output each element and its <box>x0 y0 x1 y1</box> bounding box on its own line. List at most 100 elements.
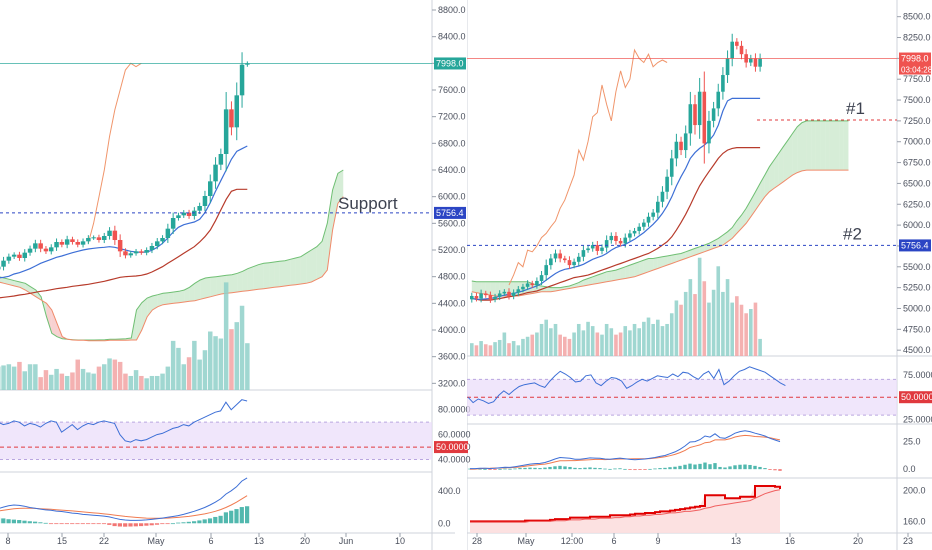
candle-body <box>80 241 86 245</box>
macd-histogram-bar <box>176 522 181 524</box>
volume-bar <box>586 321 590 356</box>
cloud-line-a <box>471 120 849 289</box>
candle-body <box>604 240 609 248</box>
cloud-segment <box>322 223 328 277</box>
volume-bar <box>693 294 697 356</box>
date-tick-label: 13 <box>731 536 741 546</box>
macd-histogram-bar <box>101 523 107 525</box>
volume-bar <box>218 338 224 390</box>
cloud-segment <box>476 281 482 294</box>
price-tick-label: 5000.0 <box>903 303 931 313</box>
date-tick-label: Jun <box>339 536 354 546</box>
cloud-segment <box>0 276 5 284</box>
volume-bar <box>96 366 102 390</box>
chikou-line <box>87 62 142 244</box>
volume-bar <box>75 359 80 390</box>
volume-bar <box>49 374 54 390</box>
macd-histogram-bar <box>758 466 762 470</box>
candle-body <box>11 254 17 257</box>
price-tick-label: 4400.0 <box>438 298 466 308</box>
macd-histogram-bar <box>48 523 54 525</box>
candle-body <box>149 246 155 250</box>
macd-histogram-bar <box>588 467 592 470</box>
volume-bar <box>502 332 507 356</box>
macd-histogram-bar <box>508 468 512 470</box>
candle-body <box>176 215 181 218</box>
macd-histogram-bar <box>533 467 537 470</box>
cloud-segment <box>269 262 275 288</box>
macd-histogram-bar <box>573 467 577 470</box>
cloud-segment <box>778 146 784 186</box>
candle-body <box>22 252 27 258</box>
candle-body <box>483 293 488 296</box>
volume-bar <box>234 322 239 390</box>
left-price-panel: 3200.0 3600.0 4000.0 4400.0 4800.0 5200.0 5600… <box>0 5 466 390</box>
macd-histogram-bar <box>548 466 552 470</box>
macd-histogram-bar <box>27 521 32 524</box>
candle-body <box>516 289 521 293</box>
macd-histogram-bar <box>673 466 677 470</box>
cloud-segment <box>242 268 248 292</box>
volume-bar <box>656 319 660 356</box>
candle-body <box>637 226 641 231</box>
volume-bar <box>749 309 753 356</box>
volume-bar <box>600 334 604 356</box>
candle-body <box>665 176 669 192</box>
price-tick-label: 7250.0 <box>903 116 931 126</box>
macd-histogram-bar <box>763 468 767 470</box>
price-tick-label: 4500.0 <box>903 345 931 355</box>
macd-histogram-bar <box>538 468 542 470</box>
cloud-line-b <box>0 196 344 342</box>
volume-bar <box>753 302 758 356</box>
candle-body <box>1 260 6 267</box>
cloud-segment <box>820 120 826 171</box>
volume-bar <box>563 336 567 356</box>
cloud-segment <box>653 257 658 271</box>
macd-histogram-bar <box>633 469 637 471</box>
volume-bar <box>223 282 229 390</box>
cloud-segment <box>46 303 52 334</box>
macd-histogram-bar <box>123 523 128 527</box>
macd-tick-label: 400.0 <box>438 486 461 496</box>
candle-body <box>27 248 33 253</box>
date-tick-label: 20 <box>853 536 863 546</box>
kijun-line <box>0 188 248 299</box>
volume-bar <box>70 372 75 390</box>
macd-histogram-bar <box>213 516 218 524</box>
candle-body <box>544 265 548 276</box>
volume-bar <box>1 365 6 390</box>
volume-bar <box>128 375 133 390</box>
rsi-tick-label: 25.0000 <box>903 415 932 425</box>
cloud-segment <box>157 293 164 307</box>
last-price-tag <box>434 57 466 70</box>
macd-histogram-bar <box>628 469 632 470</box>
last-price-label: 7998.0 <box>901 54 929 64</box>
cloud-segment <box>843 120 849 171</box>
volume-bar <box>27 364 33 390</box>
candle-body <box>102 236 107 240</box>
macd-histogram-bar <box>778 469 782 471</box>
volume-bar <box>507 343 511 356</box>
candle-body <box>730 41 734 59</box>
macd-histogram-bar <box>17 520 22 524</box>
cloud-segment <box>615 268 621 281</box>
macd-histogram-bar <box>64 523 69 525</box>
date-tick-label: 6 <box>611 536 616 546</box>
volume-bar <box>38 377 43 390</box>
cloud-segment <box>247 266 254 291</box>
macd-histogram-bar <box>563 466 567 470</box>
cloud-segment <box>774 153 779 189</box>
candle-body <box>33 243 38 249</box>
cloud-segment <box>9 279 15 286</box>
macd-histogram-bar <box>618 468 622 470</box>
last-price-label: 7998.0 <box>436 58 464 68</box>
macd-histogram-bar <box>192 521 197 524</box>
macd-histogram-bar <box>773 469 777 471</box>
candle-body <box>165 228 171 238</box>
candle-body <box>107 230 112 236</box>
candle-body <box>586 248 590 251</box>
candle-body <box>558 253 562 259</box>
volume-bar <box>493 342 497 356</box>
volume-bar <box>107 358 112 390</box>
annotation-2: #2 <box>843 224 862 243</box>
